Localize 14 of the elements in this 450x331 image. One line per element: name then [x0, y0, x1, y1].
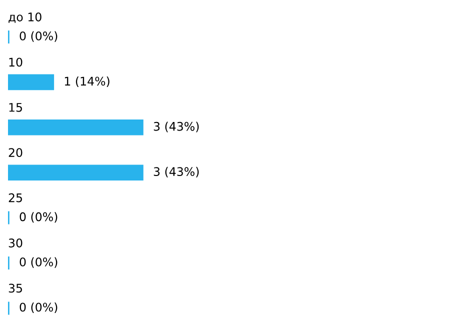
y-tick-label: 10 [9, 58, 22, 67]
data-label: 0 (0%) [20, 212, 58, 223]
data-label: 3 (43%) [154, 166, 199, 178]
y-tick-label: 20 [8, 148, 22, 158]
data-label: 0 (0%) [20, 302, 58, 314]
data-label: 3 (43%) [154, 122, 199, 132]
y-tick-label: 15 [9, 103, 22, 112]
data-label: 0 (0%) [20, 31, 58, 42]
y-tick-label: 25 [8, 193, 22, 202]
data-label: 0 (0%) [20, 257, 58, 268]
y-tick-label: до 10 [8, 12, 42, 23]
y-tick-label: 30 [8, 238, 22, 248]
data-label: 1 (14%) [64, 76, 110, 88]
y-tick-label: 35 [8, 284, 22, 293]
